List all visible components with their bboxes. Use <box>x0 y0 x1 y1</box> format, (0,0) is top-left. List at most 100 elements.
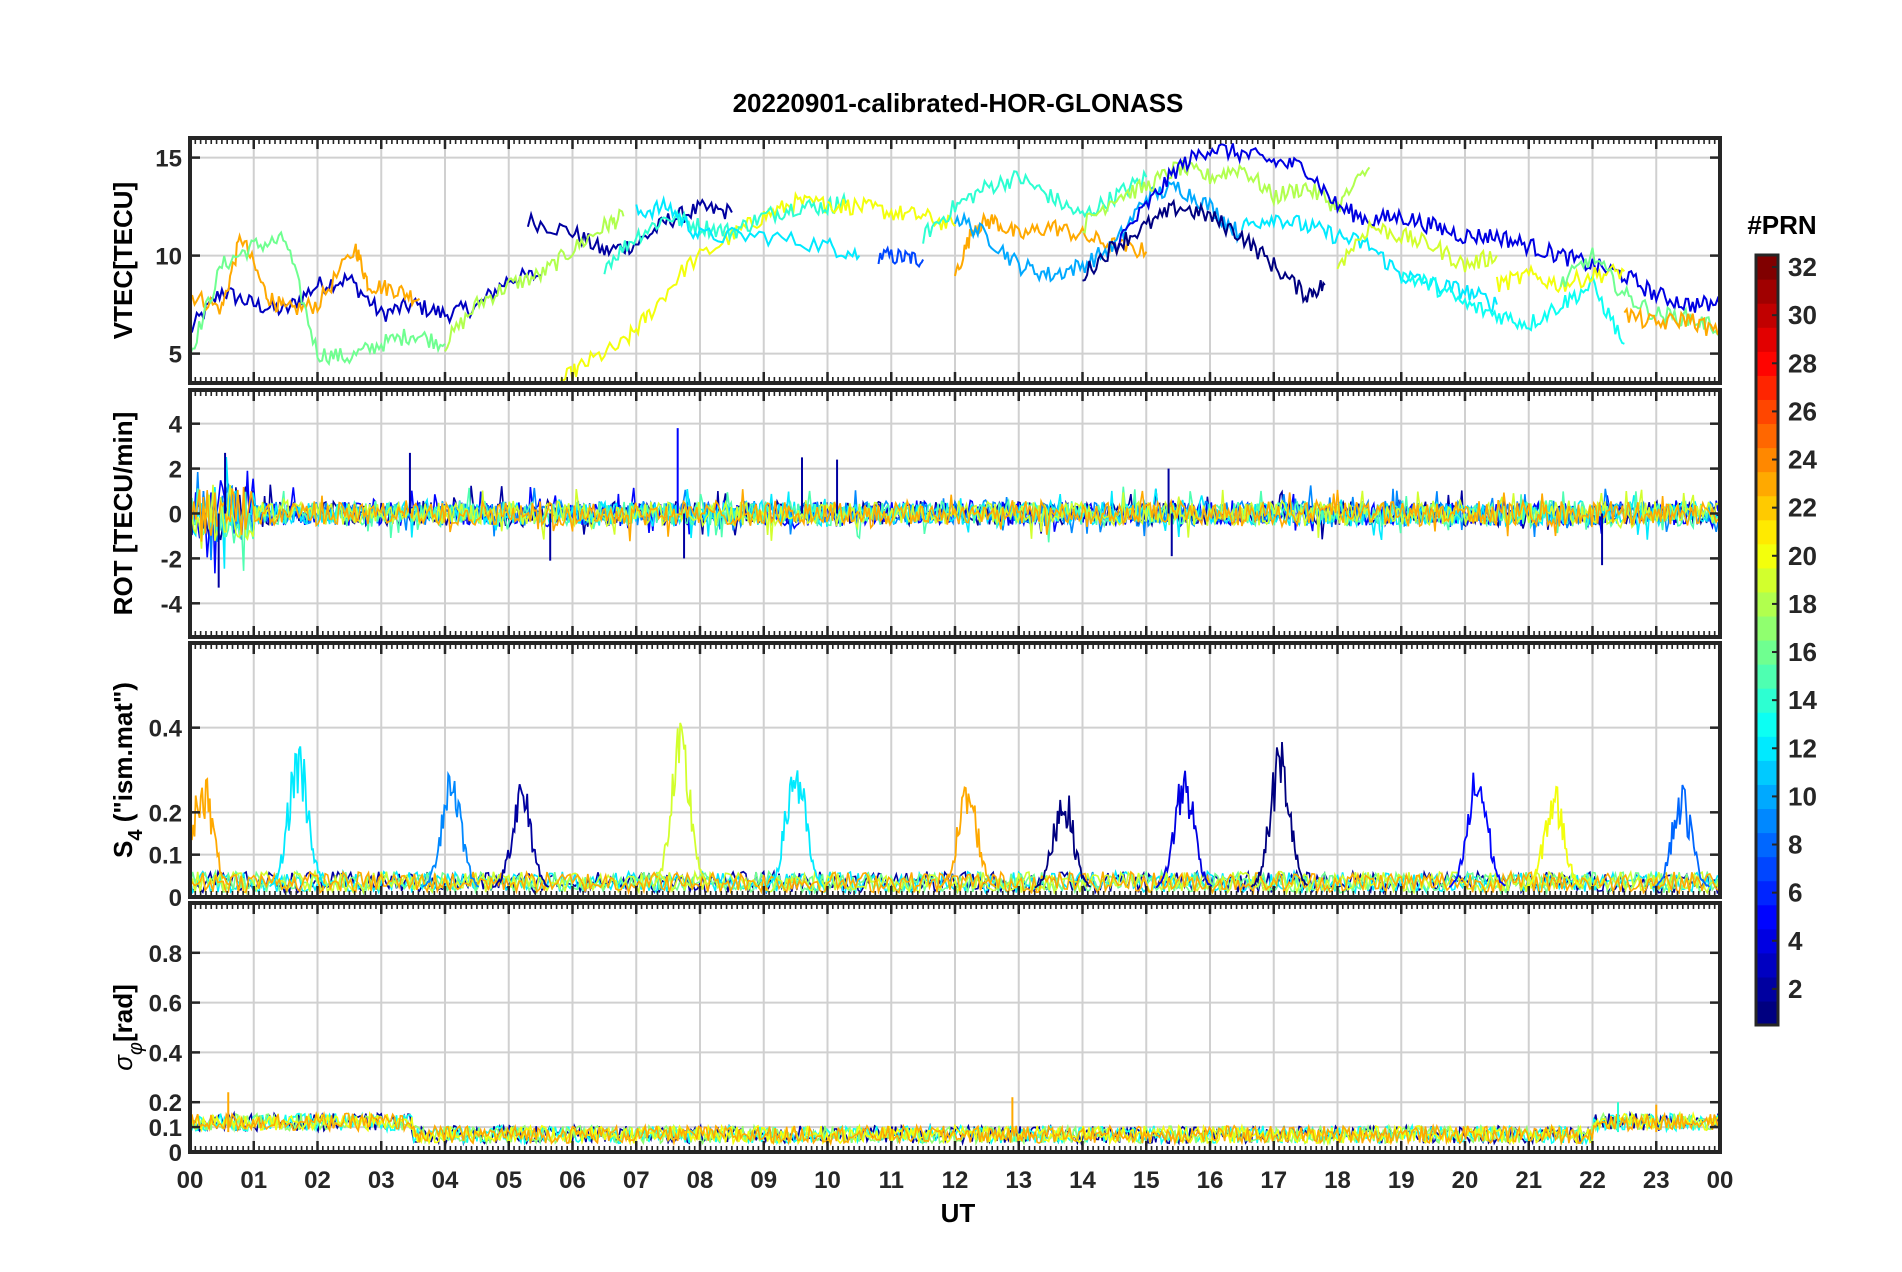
s4-peak-prn-20 <box>1524 785 1583 889</box>
vtec-series-prn-18 <box>444 208 625 352</box>
x-tick-label: 13 <box>1005 1167 1032 1194</box>
colorbar-segment <box>1756 808 1778 834</box>
vtec-series-prn-2 <box>526 198 733 258</box>
y-axis-label-subscript: φ <box>125 1042 147 1055</box>
colorbar-segment <box>1756 880 1778 906</box>
x-tick-label: 08 <box>687 1167 714 1194</box>
y-axis-label-part: ("ism.mat") <box>108 682 138 829</box>
colorbar-segment <box>1756 832 1778 858</box>
x-tick-label: 00 <box>1707 1167 1734 1194</box>
s4-peak-prn-5 <box>1449 772 1506 888</box>
colorbar-segment <box>1756 543 1778 569</box>
colorbar-segment <box>1756 856 1778 882</box>
x-tick-label: 05 <box>495 1167 522 1194</box>
vtec-series-prn-20 <box>559 191 829 383</box>
sigma-series-prn-23 <box>190 1111 1719 1147</box>
y-tick-label: 0.8 <box>149 941 182 968</box>
colorbar-tick-label: 2 <box>1788 974 1802 1004</box>
x-tick-label: 16 <box>1197 1167 1224 1194</box>
colorbar-tick-label: 24 <box>1788 445 1817 475</box>
x-tick-label: 14 <box>1069 1167 1096 1194</box>
y-axis-label: VTEC[TECU] <box>108 182 138 339</box>
vtec-series-prn-20 <box>1495 263 1626 294</box>
x-tick-label: 10 <box>814 1167 841 1194</box>
vtec-series-prn-4 <box>1113 143 1720 313</box>
vtec-series-prn-14 <box>922 169 1148 244</box>
y-tick-label: 4 <box>169 412 183 439</box>
colorbar-segment <box>1756 904 1778 930</box>
vtec-series-prn-14 <box>603 191 848 275</box>
y-tick-label: 0.6 <box>149 991 182 1018</box>
colorbar-segment <box>1756 519 1778 545</box>
plot-area <box>190 428 1719 588</box>
x-tick-label: 19 <box>1388 1167 1415 1194</box>
y-tick-label: 10 <box>155 244 182 271</box>
vtec-series-prn-16 <box>190 230 446 367</box>
y-tick-label: 0 <box>169 502 182 529</box>
colorbar-segment <box>1756 928 1778 954</box>
colorbar-segment <box>1756 447 1778 473</box>
x-tick-label: 12 <box>942 1167 969 1194</box>
colorbar-frame <box>1754 253 1780 1027</box>
vtec-series-prn-12 <box>635 195 861 262</box>
x-tick-label: 03 <box>368 1167 395 1194</box>
vtec-series-prn-12 <box>1240 213 1498 313</box>
y-tick-label: 0 <box>169 885 182 912</box>
colorbar-segment <box>1756 664 1778 689</box>
colorbar-title: #PRN <box>1747 210 1816 240</box>
colorbar-segment <box>1756 712 1778 737</box>
vtec-series-prn-23 <box>1623 306 1720 336</box>
vtec-series-prn-10 <box>954 180 1243 283</box>
colorbar-segment <box>1756 255 1778 280</box>
x-tick-label: 06 <box>559 1167 586 1194</box>
colorbar-tick-label: 6 <box>1788 878 1802 908</box>
y-tick-label: 15 <box>155 146 182 173</box>
colorbar-tick-label: 22 <box>1788 493 1817 523</box>
colorbar-segment <box>1756 976 1778 1002</box>
s4-peak-prn-2 <box>492 784 550 888</box>
colorbar-segment <box>1756 640 1778 665</box>
colorbar-tick-label: 18 <box>1788 589 1817 619</box>
colorbar-segment <box>1756 279 1778 304</box>
colorbar-segment <box>1756 736 1778 761</box>
colorbar-segment <box>1756 471 1778 497</box>
colorbar-segment <box>1756 952 1778 978</box>
x-tick-label: 09 <box>750 1167 777 1194</box>
y-axis-label-part: [rad] <box>108 984 138 1042</box>
y-axis-label: S4 ("ism.mat") <box>108 682 147 858</box>
x-tick-label: 00 <box>177 1167 204 1194</box>
colorbar-tick-label: 16 <box>1788 637 1817 667</box>
colorbar-tick-label: 20 <box>1788 541 1817 571</box>
panel-sigma_phi: 00.10.20.40.60.8σφ[rad] <box>108 901 1722 1167</box>
panel-rot: -4 -2 0 2 4 ROT [TECU/min] <box>108 388 1722 639</box>
colorbar-segment <box>1756 784 1778 810</box>
x-tick-label: 17 <box>1260 1167 1287 1194</box>
colorbar-segment <box>1756 760 1778 785</box>
y-tick-label: 5 <box>169 342 182 369</box>
colorbar-tick-label: 10 <box>1788 781 1817 811</box>
colorbar-tick-label: 32 <box>1788 252 1817 282</box>
colorbar-tick-label: 26 <box>1788 396 1817 426</box>
panel-vtec: 5 10 15 VTEC[TECU] <box>108 136 1722 385</box>
colorbar-segment <box>1756 688 1778 713</box>
colorbar-tick-label: 8 <box>1788 830 1802 860</box>
colorbar-segment <box>1756 399 1778 425</box>
colorbar-tick-label: 12 <box>1788 733 1817 763</box>
colorbar-tick-label: 28 <box>1788 348 1817 378</box>
vtec-series-prn-7 <box>877 245 924 269</box>
x-tick-label: 23 <box>1643 1167 1670 1194</box>
x-tick-label: 21 <box>1515 1167 1542 1194</box>
y-tick-label: 0.4 <box>149 1040 183 1067</box>
s4-peak-prn-1 <box>1250 741 1308 888</box>
colorbar-segment <box>1756 615 1778 641</box>
vtec-series-prn-19 <box>1336 218 1498 273</box>
s4-peak-prn-4 <box>1155 770 1213 889</box>
colorbar-segment <box>1756 1000 1778 1026</box>
y-tick-label: -2 <box>161 546 182 573</box>
s4-baseline-prn-19 <box>190 869 1720 896</box>
panel-s4: 00.10.20.4S4 ("ism.mat") <box>108 641 1722 912</box>
x-tick-label: 18 <box>1324 1167 1351 1194</box>
colorbar-tick-label: 14 <box>1788 685 1817 715</box>
